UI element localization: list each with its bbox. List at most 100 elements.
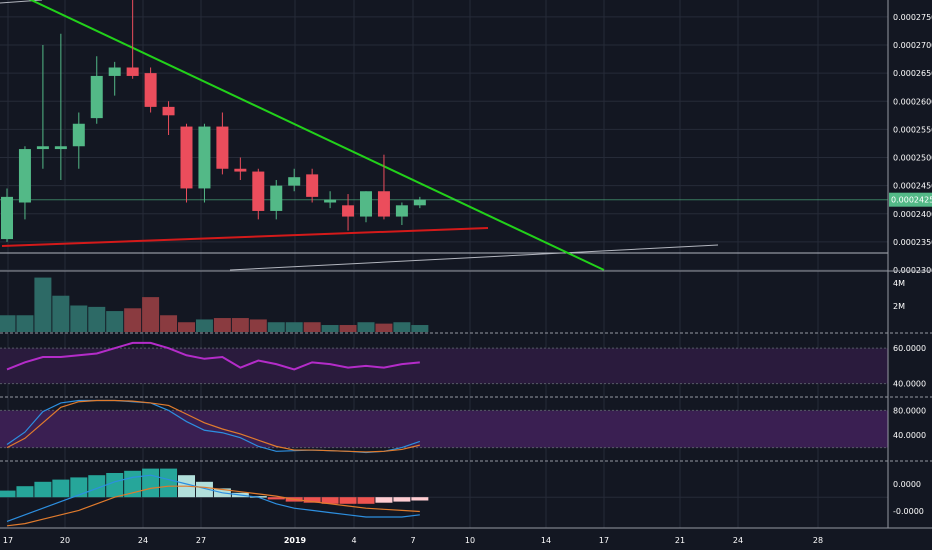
time-axis-label: 10: [465, 536, 475, 545]
rsi-axis-label: 60.0000: [893, 344, 926, 353]
macd-histogram-bar: [339, 497, 357, 504]
candle-body: [306, 174, 319, 197]
time-axis-label: 17: [3, 536, 13, 545]
candle-body: [1, 196, 13, 240]
price-axis-label: 0.0002750: [893, 13, 932, 22]
macd-histogram-bar: [357, 497, 375, 504]
candle-body: [377, 191, 390, 217]
candle-body: [198, 126, 211, 189]
macd-signal-line: [6, 485, 420, 527]
time-axis-label: 24: [138, 536, 148, 545]
stoch-axis-label: 80.0000: [893, 406, 926, 415]
macd-histogram-bar: [160, 468, 178, 498]
candle-body: [216, 126, 229, 169]
candle-body: [395, 205, 408, 217]
volume-bar: [249, 319, 267, 332]
volume-bar: [142, 297, 160, 332]
macd-histogram-bar: [70, 477, 88, 498]
rsi-band: [0, 348, 888, 384]
last-price-label: 0.0002425: [891, 196, 932, 205]
volume-bar: [0, 315, 16, 332]
macd-histogram-bar: [321, 497, 339, 504]
macd-axis-label: 0.0000: [893, 480, 921, 489]
stoch-axis-label: 40.0000: [893, 431, 926, 440]
volume-bar: [195, 319, 213, 332]
volume-bar: [160, 315, 178, 332]
volume-bar: [52, 295, 70, 332]
stoch-band: [0, 410, 888, 448]
volume-bar: [303, 322, 321, 332]
candle-body: [90, 75, 103, 119]
rsi-axis-label: 40.0000: [893, 380, 926, 389]
volume-axis-label: 4M: [893, 279, 905, 288]
volume-bar: [231, 318, 249, 332]
macd-line: [6, 474, 420, 522]
trendline-red: [1, 227, 489, 247]
time-axis-label: 20: [60, 536, 70, 545]
trendline-white: [229, 244, 719, 271]
macd-histogram-bar: [0, 490, 16, 498]
price-axis-label: 0.0002650: [893, 69, 932, 78]
volume-bar: [357, 322, 375, 332]
candle-body: [234, 168, 247, 172]
time-axis-label: 7: [410, 536, 415, 545]
volume-bar: [178, 322, 195, 332]
volume-bar: [393, 322, 411, 332]
volume-bar: [88, 306, 106, 332]
price-axis-label: 0.0002450: [893, 182, 932, 191]
candle-body: [18, 149, 31, 203]
candle-body: [413, 199, 426, 206]
time-axis-label: 24: [733, 536, 743, 545]
volume-bar: [124, 308, 142, 332]
price-axis-label: 0.0002400: [893, 210, 932, 219]
macd-histogram-bar: [34, 481, 52, 498]
volume-bar: [106, 311, 124, 332]
candle-body: [252, 171, 265, 211]
macd-histogram-bar: [393, 497, 411, 502]
candle-body: [36, 146, 49, 150]
candle-body: [162, 106, 175, 116]
volume-bar: [267, 322, 285, 332]
macd-histogram-bar: [303, 497, 321, 503]
price-axis-label: 0.0002700: [893, 41, 932, 50]
candle-body: [126, 67, 139, 76]
macd-histogram-bar: [142, 468, 160, 498]
candle-body: [180, 126, 193, 189]
volume-bar: [339, 325, 357, 332]
rsi-line: [6, 341, 420, 371]
macd-histogram-bar: [106, 473, 124, 498]
candle-body: [270, 185, 283, 211]
time-axis-label: 27: [196, 536, 206, 545]
volume-bar: [375, 323, 393, 332]
macd-histogram-bar: [375, 497, 393, 503]
macd-histogram-bar: [88, 475, 106, 498]
macd-histogram-bar: [267, 497, 285, 500]
macd-axis-label: -0.0000: [893, 507, 924, 516]
trendline-top-left: [0, 0, 43, 4]
candle-body: [72, 123, 85, 147]
candle-body: [54, 146, 67, 150]
time-axis-label: 14: [541, 536, 551, 545]
price-axis-label: 0.0002600: [893, 97, 932, 106]
price-axis-label: 0.0002500: [893, 154, 932, 163]
volume-bar: [70, 305, 88, 332]
volume-bar: [213, 318, 231, 332]
trendline-green: [28, 0, 605, 271]
volume-bar: [321, 325, 339, 332]
volume-bar: [16, 315, 34, 332]
volume-bar: [34, 277, 52, 332]
last-price-tag: [889, 192, 932, 207]
stoch-d-line: [6, 399, 420, 453]
candle-body: [342, 205, 355, 217]
candle-body: [360, 191, 372, 217]
macd-histogram-bar: [411, 497, 429, 501]
time-axis-label: 17: [599, 536, 609, 545]
time-axis-label: 2019: [284, 536, 307, 545]
time-axis-label: 28: [813, 536, 823, 545]
price-axis-label: 0.0002350: [893, 238, 932, 247]
time-axis-label: 21: [675, 536, 685, 545]
candle-body: [108, 67, 121, 76]
price-axis-label: 0.0002550: [893, 125, 932, 134]
